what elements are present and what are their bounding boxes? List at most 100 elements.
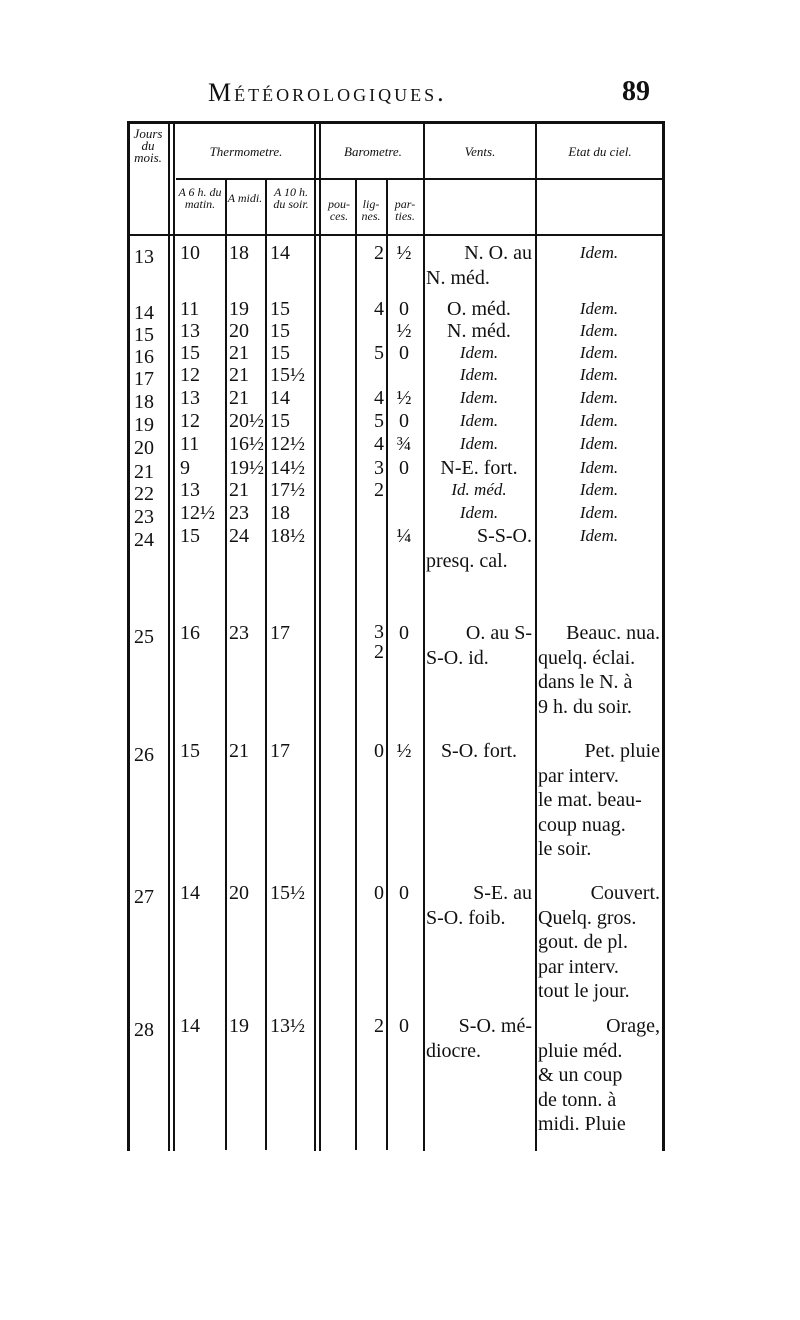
temp-10h-cell: 14 bbox=[270, 242, 290, 264]
header-barometre: Barometre. bbox=[344, 144, 402, 159]
etat-cell: tout le jour. bbox=[538, 980, 630, 1002]
temp-10h-cell: 15 bbox=[270, 342, 290, 364]
etat-cell: Idem. bbox=[579, 321, 619, 340]
etat-cell: coup nuag. bbox=[538, 813, 626, 836]
parties-cell: 0 bbox=[399, 298, 409, 320]
day-cell: 23 bbox=[134, 506, 154, 528]
vents-cell: N. méd. bbox=[447, 320, 511, 342]
temp-6h-cell: 15 bbox=[180, 525, 200, 547]
vents-cell: S-O. id. bbox=[426, 646, 489, 669]
vents-cell: S-O. foib. bbox=[426, 906, 506, 929]
temp-10h-cell: 15 bbox=[270, 298, 290, 320]
etat-cell: Orage, bbox=[606, 1015, 660, 1037]
temp-midi-cell: 19½ bbox=[229, 457, 264, 479]
temp-midi-cell: 20 bbox=[229, 882, 249, 904]
temp-10h-cell: 14½ bbox=[270, 457, 305, 479]
temp-10h-cell: 15 bbox=[270, 410, 290, 432]
etat-cell: gout. de pl. bbox=[538, 931, 628, 953]
parties-cell: ½ bbox=[396, 242, 412, 264]
header-midi: A midi. bbox=[227, 191, 263, 205]
temp-6h-cell: 14 bbox=[180, 882, 200, 904]
lignes-cell: 5 bbox=[374, 410, 384, 432]
temp-midi-cell: 23 bbox=[229, 502, 249, 524]
temp-6h-cell: 12 bbox=[180, 410, 200, 432]
etat-cell: Couvert. bbox=[590, 882, 660, 904]
etat-cell: Idem. bbox=[579, 411, 619, 430]
temp-10h-cell: 14 bbox=[270, 387, 290, 409]
parties-cell: 0 bbox=[399, 882, 409, 904]
header-vents: Vents. bbox=[464, 144, 496, 159]
etat-cell: quelq. éclai. bbox=[538, 646, 636, 669]
vents-cell: N. méd. bbox=[426, 266, 490, 289]
vents-cell: Id. méd. bbox=[451, 480, 507, 499]
vents-cell: S-S-O. bbox=[476, 525, 532, 547]
temp-10h-cell: 18 bbox=[270, 502, 290, 524]
temp-6h-cell: 12½ bbox=[180, 502, 215, 524]
parties-cell: ½ bbox=[396, 387, 412, 409]
day-cell: 20 bbox=[134, 437, 154, 459]
page-title: Météorologiques. bbox=[208, 78, 447, 107]
etat-cell: par interv. bbox=[538, 955, 619, 978]
vents-cell: S-O. mé- bbox=[458, 1015, 532, 1037]
temp-6h-cell: 9 bbox=[180, 457, 190, 479]
lignes-cell: 2 bbox=[374, 479, 384, 501]
vents-cell: N-E. fort. bbox=[440, 457, 518, 479]
day-cell: 17 bbox=[134, 368, 154, 390]
table-top-rule bbox=[127, 121, 665, 124]
col-divider bbox=[535, 121, 537, 1151]
lignes-cell: 2 bbox=[374, 1015, 384, 1037]
header-thermometre: Thermometre. bbox=[209, 144, 283, 159]
parties-cell: 0 bbox=[399, 1015, 409, 1037]
parties-cell: ½ bbox=[396, 740, 412, 762]
temp-10h-cell: 17 bbox=[270, 622, 290, 644]
day-cell: 13 bbox=[134, 246, 154, 268]
header-rule bbox=[176, 178, 665, 180]
col-divider bbox=[168, 121, 170, 1151]
etat-cell: le mat. beau- bbox=[538, 789, 642, 811]
table-left-border bbox=[127, 121, 130, 1151]
temp-6h-cell: 15 bbox=[180, 342, 200, 364]
etat-cell: Idem. bbox=[579, 243, 619, 262]
temp-6h-cell: 13 bbox=[180, 479, 200, 501]
day-cell: 24 bbox=[134, 529, 154, 551]
temp-10h-cell: 15½ bbox=[270, 882, 305, 904]
temp-midi-cell: 19 bbox=[229, 298, 249, 320]
vents-cell: N. O. au bbox=[464, 242, 532, 264]
lignes-cell: 4 bbox=[374, 298, 384, 320]
parties-cell: ½ bbox=[396, 320, 412, 342]
temp-6h-cell: 11 bbox=[180, 433, 200, 455]
temp-6h-cell: 14 bbox=[180, 1015, 200, 1037]
lignes-cell: 4 bbox=[374, 433, 384, 455]
etat-cell: dans le N. à bbox=[538, 671, 633, 693]
etat-cell: Idem. bbox=[579, 526, 619, 545]
day-cell: 26 bbox=[134, 744, 154, 766]
col-divider bbox=[265, 178, 267, 1150]
etat-cell: Idem. bbox=[579, 480, 619, 499]
temp-midi-cell: 20½ bbox=[229, 410, 264, 432]
temp-6h-cell: 10 bbox=[180, 242, 200, 264]
etat-cell: le soir. bbox=[538, 838, 592, 860]
temp-midi-cell: 16½ bbox=[229, 433, 264, 455]
header-a6h: A 6 h. du matin. bbox=[178, 185, 222, 211]
temp-midi-cell: 24 bbox=[229, 525, 249, 547]
day-cell: 15 bbox=[134, 324, 154, 346]
vents-cell: Idem. bbox=[459, 503, 499, 522]
col-divider bbox=[386, 178, 388, 1150]
parties-cell: 0 bbox=[399, 410, 409, 432]
parties-cell: 0 bbox=[399, 622, 409, 644]
temp-6h-cell: 16 bbox=[180, 622, 200, 644]
etat-cell: Idem. bbox=[579, 503, 619, 522]
temp-midi-cell: 19 bbox=[229, 1015, 249, 1037]
temp-6h-cell: 13 bbox=[180, 320, 200, 342]
temp-6h-cell: 15 bbox=[180, 740, 200, 762]
temp-10h-cell: 15 bbox=[270, 320, 290, 342]
parties-cell: ¼ bbox=[396, 525, 412, 547]
etat-cell: Idem. bbox=[579, 299, 619, 318]
day-cell: 22 bbox=[134, 483, 154, 505]
temp-midi-cell: 21 bbox=[229, 342, 249, 364]
day-cell: 21 bbox=[134, 461, 154, 483]
vents-cell: O. méd. bbox=[447, 298, 511, 320]
temp-10h-cell: 18½ bbox=[270, 525, 305, 547]
header-lignes: lig-nes. bbox=[361, 197, 381, 223]
header-parties: par-ties. bbox=[394, 197, 416, 223]
